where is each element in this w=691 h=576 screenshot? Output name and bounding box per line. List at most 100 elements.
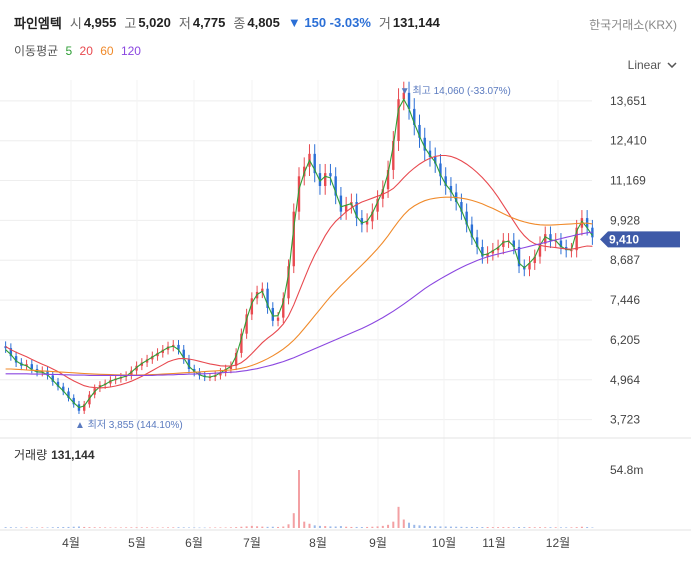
volume-bar [570, 527, 573, 528]
candle-body [423, 137, 426, 151]
ma-120-label: 120 [120, 44, 141, 58]
volume-bar [282, 526, 285, 528]
candle-body [145, 359, 149, 363]
candle-body [575, 227, 578, 251]
volume-bar [428, 526, 431, 528]
stock-name: 파인엠텍 [14, 15, 62, 31]
volume-bar [507, 527, 510, 528]
x-tick-label: 7월 [243, 536, 261, 550]
candle-body [344, 205, 348, 212]
volume-bar [444, 526, 447, 528]
candle-body [219, 372, 222, 376]
ma-60-label: 60 [100, 44, 114, 58]
candle-body [434, 157, 437, 164]
volume-bar [172, 527, 175, 528]
close-value: 4,805 [247, 14, 280, 30]
volume-bar [355, 526, 358, 528]
candle-body [544, 234, 547, 244]
x-tick-label: 8월 [309, 536, 327, 550]
volume-bar [528, 527, 531, 528]
y-tick-label: 3,723 [610, 413, 640, 427]
volume-bar [313, 525, 316, 528]
candle-body [287, 266, 290, 299]
volume-bar [62, 527, 65, 528]
candle-body [376, 198, 379, 212]
volume-bar [57, 527, 60, 528]
ma-legend: 이동평균 5 20 60 120 [14, 42, 145, 59]
candle-body [533, 256, 536, 264]
candle-body [465, 211, 468, 225]
volume-bar [376, 526, 379, 528]
candle-body [339, 195, 343, 212]
volume-bar [334, 526, 337, 528]
volume-bar [544, 527, 547, 528]
candle-body [538, 243, 542, 257]
volume-bar [98, 527, 101, 528]
volume-bar [402, 519, 405, 528]
volume-bar [261, 526, 264, 528]
volume-bar [360, 527, 363, 528]
volume-bar [130, 527, 133, 528]
candle-body [570, 250, 573, 252]
candle-body [512, 240, 515, 247]
volume-bar [413, 524, 416, 528]
candle-body [135, 365, 138, 371]
y-tick-label: 6,205 [610, 333, 640, 347]
volume-bar [245, 526, 248, 528]
candle-body [496, 246, 500, 251]
volume-panel-value: 131,144 [51, 448, 95, 462]
volume-bar [538, 527, 541, 528]
candle-body [365, 221, 369, 225]
volume-bar [277, 526, 280, 528]
volume-bar [161, 527, 164, 528]
volume-bar [329, 526, 332, 528]
volume-bar [182, 527, 185, 528]
volume-bar [366, 526, 369, 528]
volume-bar [512, 527, 515, 528]
candle-body [9, 348, 13, 357]
candle-body [470, 224, 474, 238]
candle-body [276, 317, 280, 321]
volume-bar [486, 527, 489, 528]
candle-body [266, 288, 269, 308]
volume-bar [271, 526, 274, 528]
candle-body [229, 365, 233, 369]
volume-bar [219, 527, 222, 528]
candle-body [528, 263, 531, 270]
candle-body [245, 314, 248, 334]
x-tick-label: 9월 [369, 536, 387, 550]
open-value: 4,955 [83, 14, 117, 30]
candle-body [360, 218, 364, 225]
volume-bar [250, 525, 253, 528]
candle-body [303, 166, 306, 177]
volume-bar [350, 526, 353, 528]
volume-bar [387, 524, 390, 528]
volume-bar [93, 527, 96, 528]
candle-body [282, 298, 285, 318]
volume-bar [345, 526, 348, 528]
candle-body [140, 362, 144, 366]
candle-body [402, 92, 405, 100]
volume-bar [381, 525, 384, 528]
volume-bar [88, 527, 91, 528]
volume-bar [418, 525, 421, 528]
volume-tick-label: 54.8m [610, 463, 643, 477]
low-label: 저 [178, 15, 191, 31]
volume-bar [491, 527, 494, 528]
candle-body [559, 240, 563, 247]
scale-dropdown[interactable]: Linear [628, 58, 677, 72]
volume-bar [408, 522, 411, 528]
volume-bar [30, 527, 33, 528]
candle-body [51, 375, 54, 382]
ma-legend-label: 이동평균 [14, 44, 59, 58]
low-value: 4,775 [192, 14, 226, 30]
open-label: 시 [69, 15, 82, 31]
candle-body [234, 352, 238, 366]
candle-body [292, 211, 295, 267]
min-annotation: ▲ 최저 3,855 (144.10%) [75, 419, 183, 431]
volume-bar [580, 526, 583, 528]
volume-bar [36, 527, 39, 528]
volume-bar [208, 527, 211, 529]
chevron-down-icon [667, 62, 677, 68]
